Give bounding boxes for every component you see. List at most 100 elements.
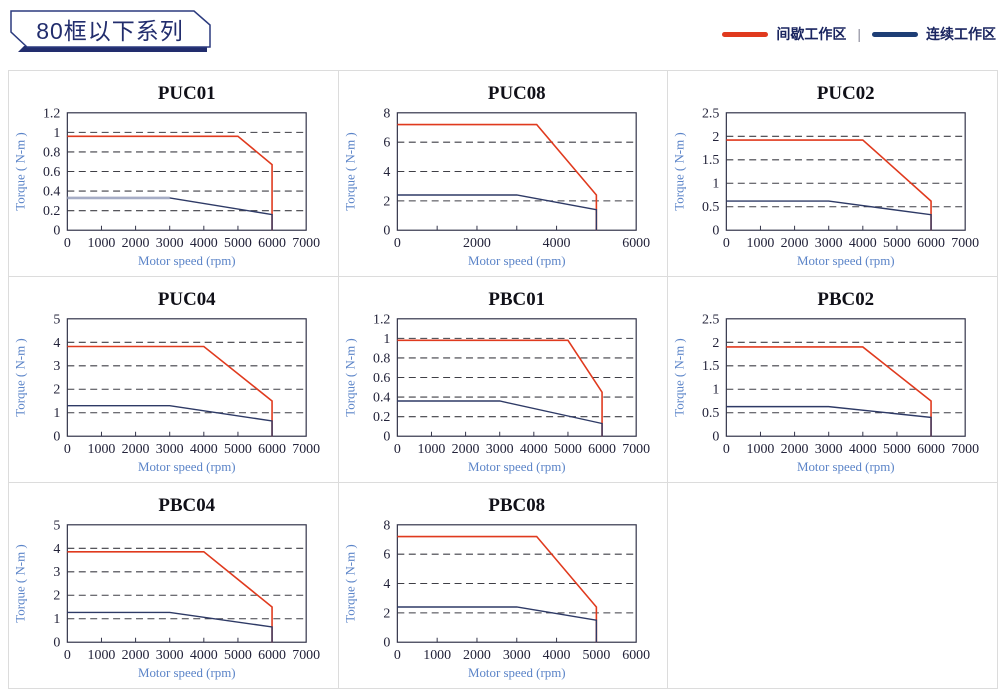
chart-title: PUC08 <box>488 83 546 104</box>
legend-separator: | <box>857 26 861 42</box>
x-tick-label: 6000 <box>258 648 286 663</box>
y-tick-label: 0.6 <box>43 165 60 180</box>
x-tick-label: 4000 <box>542 648 570 663</box>
x-tick-label: 1000 <box>88 648 116 663</box>
y-tick-label: 6 <box>383 136 390 151</box>
badge-ribbon-shape <box>10 10 211 52</box>
x-tick-label: 2000 <box>781 442 809 457</box>
y-tick-label: 1.2 <box>373 312 390 327</box>
y-axis-label: Torque ( N-m ) <box>13 338 28 416</box>
y-tick-label: 1.5 <box>702 153 719 168</box>
torque-speed-chart-PUC04: PUC04 0 1 2 3 4 5 0 1000 2000 3000 4000 5000 6000 7000… <box>13 289 321 474</box>
y-tick-label: 1 <box>713 383 720 398</box>
chart-cell-PUC01: PUC01 0 0.2 0.4 0.6 0.8 1 1.2 0 1000 2000 3000 4000 5… <box>9 71 339 277</box>
y-tick-label: 0.8 <box>373 351 390 366</box>
series-line <box>397 339 603 437</box>
x-tick-label: 3000 <box>815 442 843 457</box>
y-tick-label: 0.5 <box>702 200 719 215</box>
x-tick-label: 2000 <box>463 236 491 251</box>
x-tick-label: 3000 <box>156 236 184 251</box>
chart-title: PUC04 <box>158 289 216 310</box>
legend-label-intermittent: 间歇工作区 <box>776 26 847 42</box>
series-line <box>726 200 933 231</box>
y-tick-label: 8 <box>383 518 390 533</box>
y-tick-label: 2 <box>383 606 390 621</box>
y-tick-label: 0 <box>53 636 60 651</box>
y-tick-label: 0 <box>383 430 390 445</box>
y-tick-label: 0.6 <box>373 371 390 386</box>
x-tick-label: 1000 <box>423 648 451 663</box>
x-tick-label: 6000 <box>917 442 945 457</box>
x-tick-label: 2000 <box>451 442 479 457</box>
x-tick-label: 4000 <box>190 442 218 457</box>
x-axis-label: Motor speed (rpm) <box>797 253 895 268</box>
legend-item-intermittent: 间歇工作区 <box>722 24 846 44</box>
x-tick-label: 5000 <box>883 442 911 457</box>
x-tick-label: 3000 <box>815 236 843 251</box>
y-tick-label: 2 <box>713 130 720 145</box>
series-title-badge: 80框以下系列 <box>10 8 212 56</box>
series-line <box>397 535 597 643</box>
chart-title: PUC01 <box>158 83 216 104</box>
x-tick-label: 2000 <box>122 648 150 663</box>
empty-cell <box>668 483 998 689</box>
y-tick-label: 4 <box>383 165 390 180</box>
y-tick-label: 0.2 <box>373 410 390 425</box>
x-axis-label: Motor speed (rpm) <box>138 665 236 680</box>
x-tick-label: 6000 <box>622 648 650 663</box>
x-tick-label: 1000 <box>88 236 116 251</box>
y-tick-label: 1 <box>383 332 390 347</box>
y-tick-label: 2.5 <box>702 106 719 121</box>
chart-cell-PUC08: PUC08 0 2 4 6 8 0 2000 4000 6000 Torque ( N-m ) Mot… <box>338 71 669 277</box>
x-tick-label: 2000 <box>463 648 491 663</box>
series-line <box>67 404 273 437</box>
y-tick-label: 1 <box>53 126 60 141</box>
chart-cell-PUC04: PUC04 0 1 2 3 4 5 0 1000 2000 3000 4000 5000 6000 7000… <box>9 277 339 483</box>
x-tick-label: 2000 <box>781 236 809 251</box>
chart-cell-PBC08: PBC08 0 2 4 6 8 0 1000 2000 3000 4000 5000 6000 Torqu… <box>338 483 669 689</box>
series-line <box>67 345 273 437</box>
x-tick-label: 0 <box>394 442 401 457</box>
y-tick-label: 1 <box>53 612 60 627</box>
x-axis-label: Motor speed (rpm) <box>468 253 566 268</box>
x-tick-label: 0 <box>723 236 730 251</box>
badge-outline <box>10 10 211 48</box>
x-tick-label: 1000 <box>88 442 116 457</box>
continuous-line-swatch <box>872 31 918 37</box>
chart-title: PUC02 <box>817 83 875 104</box>
x-tick-label: 0 <box>64 442 71 457</box>
y-tick-label: 1 <box>713 177 720 192</box>
x-tick-label: 5000 <box>883 236 911 251</box>
y-tick-label: 3 <box>53 359 60 374</box>
y-axis-label: Torque ( N-m ) <box>342 544 357 622</box>
y-tick-label: 5 <box>53 312 60 327</box>
y-axis-label: Torque ( N-m ) <box>342 132 357 210</box>
x-tick-label: 5000 <box>554 442 582 457</box>
y-axis-label: Torque ( N-m ) <box>342 338 357 416</box>
series-line <box>397 400 603 437</box>
y-tick-label: 0 <box>383 636 390 651</box>
torque-speed-chart-PUC01: PUC01 0 0.2 0.4 0.6 0.8 1 1.2 0 1000 2000 3000 4000 5… <box>13 83 321 268</box>
y-tick-label: 0.5 <box>702 406 719 421</box>
series-line <box>726 405 933 437</box>
x-tick-label: 4000 <box>849 236 877 251</box>
plot-border <box>396 524 637 643</box>
chart-title: PBC01 <box>488 289 545 310</box>
plot-border <box>396 318 637 437</box>
x-tick-label: 6000 <box>917 236 945 251</box>
torque-speed-chart-PBC01: PBC01 0 0.2 0.4 0.6 0.8 1 1.2 0 1000 2000 3000 4000 5… <box>342 289 650 474</box>
torque-speed-chart-PUC02: PUC02 0 0.5 1 1.5 2 2.5 0 1000 2000 3000 4000 5000 60… <box>672 83 980 268</box>
x-axis-label: Motor speed (rpm) <box>468 665 566 680</box>
chart-title: PBC02 <box>818 289 875 310</box>
x-tick-label: 5000 <box>582 648 610 663</box>
series-line <box>397 194 597 231</box>
x-tick-label: 4000 <box>542 236 570 251</box>
x-tick-label: 5000 <box>224 442 252 457</box>
series-line <box>67 611 273 643</box>
y-tick-label: 1.5 <box>702 359 719 374</box>
x-tick-label: 3000 <box>156 442 184 457</box>
torque-speed-chart-PBC08: PBC08 0 2 4 6 8 0 1000 2000 3000 4000 5000 6000 Torqu… <box>342 495 650 680</box>
y-tick-label: 0.2 <box>43 204 60 219</box>
x-tick-label: 7000 <box>622 442 650 457</box>
x-tick-label: 5000 <box>224 236 252 251</box>
